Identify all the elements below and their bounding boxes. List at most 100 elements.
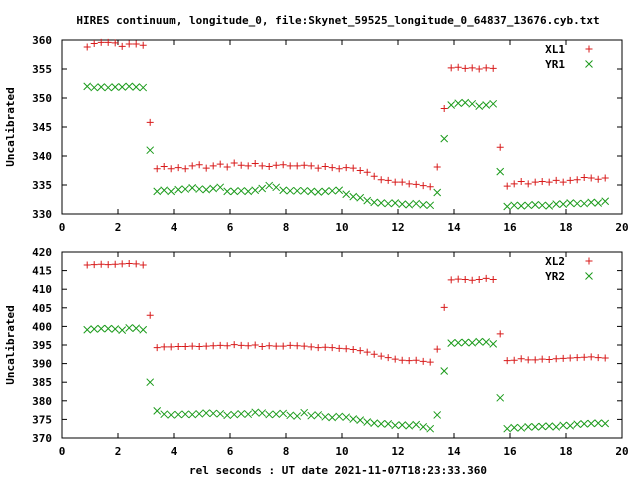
data-point (594, 199, 603, 207)
data-point (328, 413, 337, 422)
data-point (230, 410, 239, 419)
data-point (321, 412, 330, 421)
data-point (377, 352, 385, 360)
y-tick-label: 395 (32, 339, 52, 352)
data-point (195, 409, 204, 418)
data-point (139, 83, 148, 92)
data-point (286, 186, 295, 195)
data-point (496, 393, 505, 402)
data-point (146, 146, 155, 155)
data-point (468, 99, 477, 108)
data-point (139, 41, 147, 49)
data-point (580, 420, 589, 428)
data-point (489, 276, 497, 284)
data-point (244, 410, 253, 419)
y-axis-label: Uncalibrated (4, 305, 17, 384)
data-point (552, 176, 560, 184)
data-point (90, 83, 99, 92)
data-point (342, 345, 350, 353)
data-point (314, 344, 322, 352)
data-point (496, 167, 505, 176)
data-point (545, 422, 554, 430)
data-point (209, 162, 217, 170)
data-point (545, 202, 554, 210)
data-point (440, 134, 449, 143)
data-point (223, 342, 231, 350)
data-point (125, 40, 133, 48)
legend-marker (585, 45, 593, 53)
data-point (321, 187, 330, 196)
plot-frame (61, 251, 623, 439)
data-point (286, 341, 294, 349)
data-point (349, 415, 358, 423)
data-point (265, 162, 273, 170)
x-tick-label: 8 (283, 445, 290, 458)
data-point (286, 411, 295, 420)
data-point (531, 178, 539, 186)
data-point (496, 330, 504, 338)
data-point (398, 356, 406, 364)
data-point (461, 64, 469, 72)
data-point (279, 342, 287, 350)
data-point (433, 163, 441, 171)
data-point (412, 199, 421, 208)
x-axis-label: rel seconds : UT date 2021-11-07T18:23:3… (189, 464, 487, 477)
data-point (202, 164, 210, 172)
data-point (461, 98, 470, 107)
y-tick-label: 350 (32, 92, 52, 105)
y-tick-label: 410 (32, 283, 52, 296)
data-point (104, 261, 112, 269)
data-point (209, 184, 218, 193)
data-point (517, 355, 525, 363)
data-point (279, 409, 288, 418)
data-point (440, 367, 449, 375)
data-point (335, 412, 344, 421)
plot-bottom: 0 2 4 6 8 10 12 14 16 18 20 370 375 380 385 390 395 400 40… (4, 246, 629, 458)
data-point (153, 344, 161, 352)
data-point (111, 39, 119, 47)
data-point (272, 410, 281, 419)
data-point (244, 342, 252, 350)
x-tick-label: 10 (335, 221, 348, 234)
data-point (237, 186, 246, 195)
data-point (160, 162, 168, 170)
data-point (391, 355, 399, 363)
data-point (314, 164, 322, 172)
x-tick-label: 4 (171, 445, 178, 458)
data-point (300, 408, 309, 417)
data-point (139, 325, 148, 334)
data-point (335, 186, 344, 195)
data-point (377, 199, 386, 207)
data-point (594, 419, 603, 427)
data-point (573, 354, 581, 362)
data-point (384, 354, 392, 362)
data-point (468, 338, 477, 347)
data-point (132, 324, 141, 333)
data-point (258, 162, 266, 170)
data-point (146, 378, 155, 387)
data-point (468, 64, 476, 72)
data-point (468, 276, 476, 284)
x-tick-label: 16 (503, 445, 517, 458)
data-point (237, 409, 246, 418)
data-point (503, 357, 511, 365)
x-tick-label: 0 (59, 221, 66, 234)
data-point (405, 357, 413, 365)
data-point (559, 421, 568, 430)
data-point (363, 196, 372, 205)
data-point (531, 356, 539, 364)
data-point (433, 188, 442, 197)
data-point (580, 353, 588, 361)
data-point (524, 201, 533, 210)
data-point (181, 185, 190, 193)
data-point (202, 409, 211, 417)
data-point (174, 342, 182, 350)
data-point (510, 180, 518, 188)
data-point (384, 199, 393, 208)
data-point (181, 410, 190, 419)
data-point (566, 176, 574, 184)
data-point (559, 200, 568, 208)
data-point (566, 354, 574, 362)
y-tick-label: 415 (32, 265, 52, 278)
data-point (503, 424, 512, 433)
